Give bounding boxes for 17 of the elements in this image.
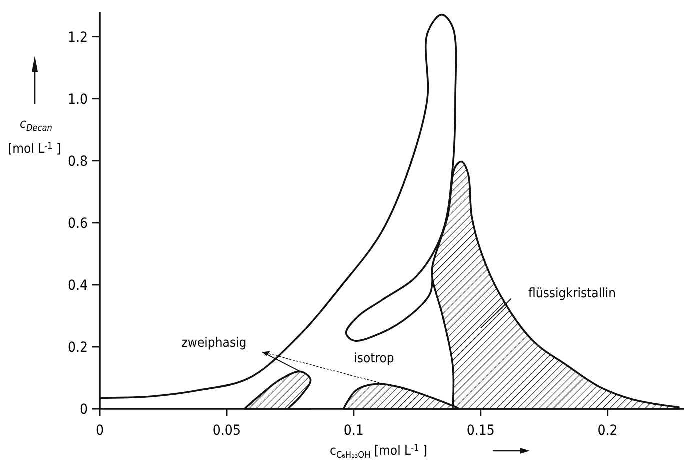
y-axis-title: c$_{Decan}$ [mol L$^{-1}$]: [8, 117, 62, 157]
x-tick-label: 0.15: [466, 423, 495, 439]
y-tick-label: 0.8: [68, 154, 88, 170]
y-tick-label: 0.4: [68, 278, 88, 294]
annotation: isotrop: [354, 351, 394, 366]
x-tick-label: 0.2: [598, 423, 618, 439]
x-tick-label: 0.05: [212, 423, 241, 439]
x-tick-label: 0.1: [344, 423, 364, 439]
y-tick-label: 0: [80, 402, 88, 418]
y-tick-label: 1.0: [68, 92, 88, 108]
annotation: flüssigkristallin: [528, 286, 616, 302]
y-tick-label: 0.2: [68, 340, 88, 356]
x-tick-label: 0: [96, 423, 104, 439]
y-tick-label: 0.6: [68, 216, 88, 232]
annotation: zweiphasig: [182, 336, 247, 351]
x-axis-title: c$_{C₆H₁₃OH}$ [mol L$^{-1}$]: [330, 444, 428, 461]
y-tick-label: 1.2: [68, 30, 88, 46]
